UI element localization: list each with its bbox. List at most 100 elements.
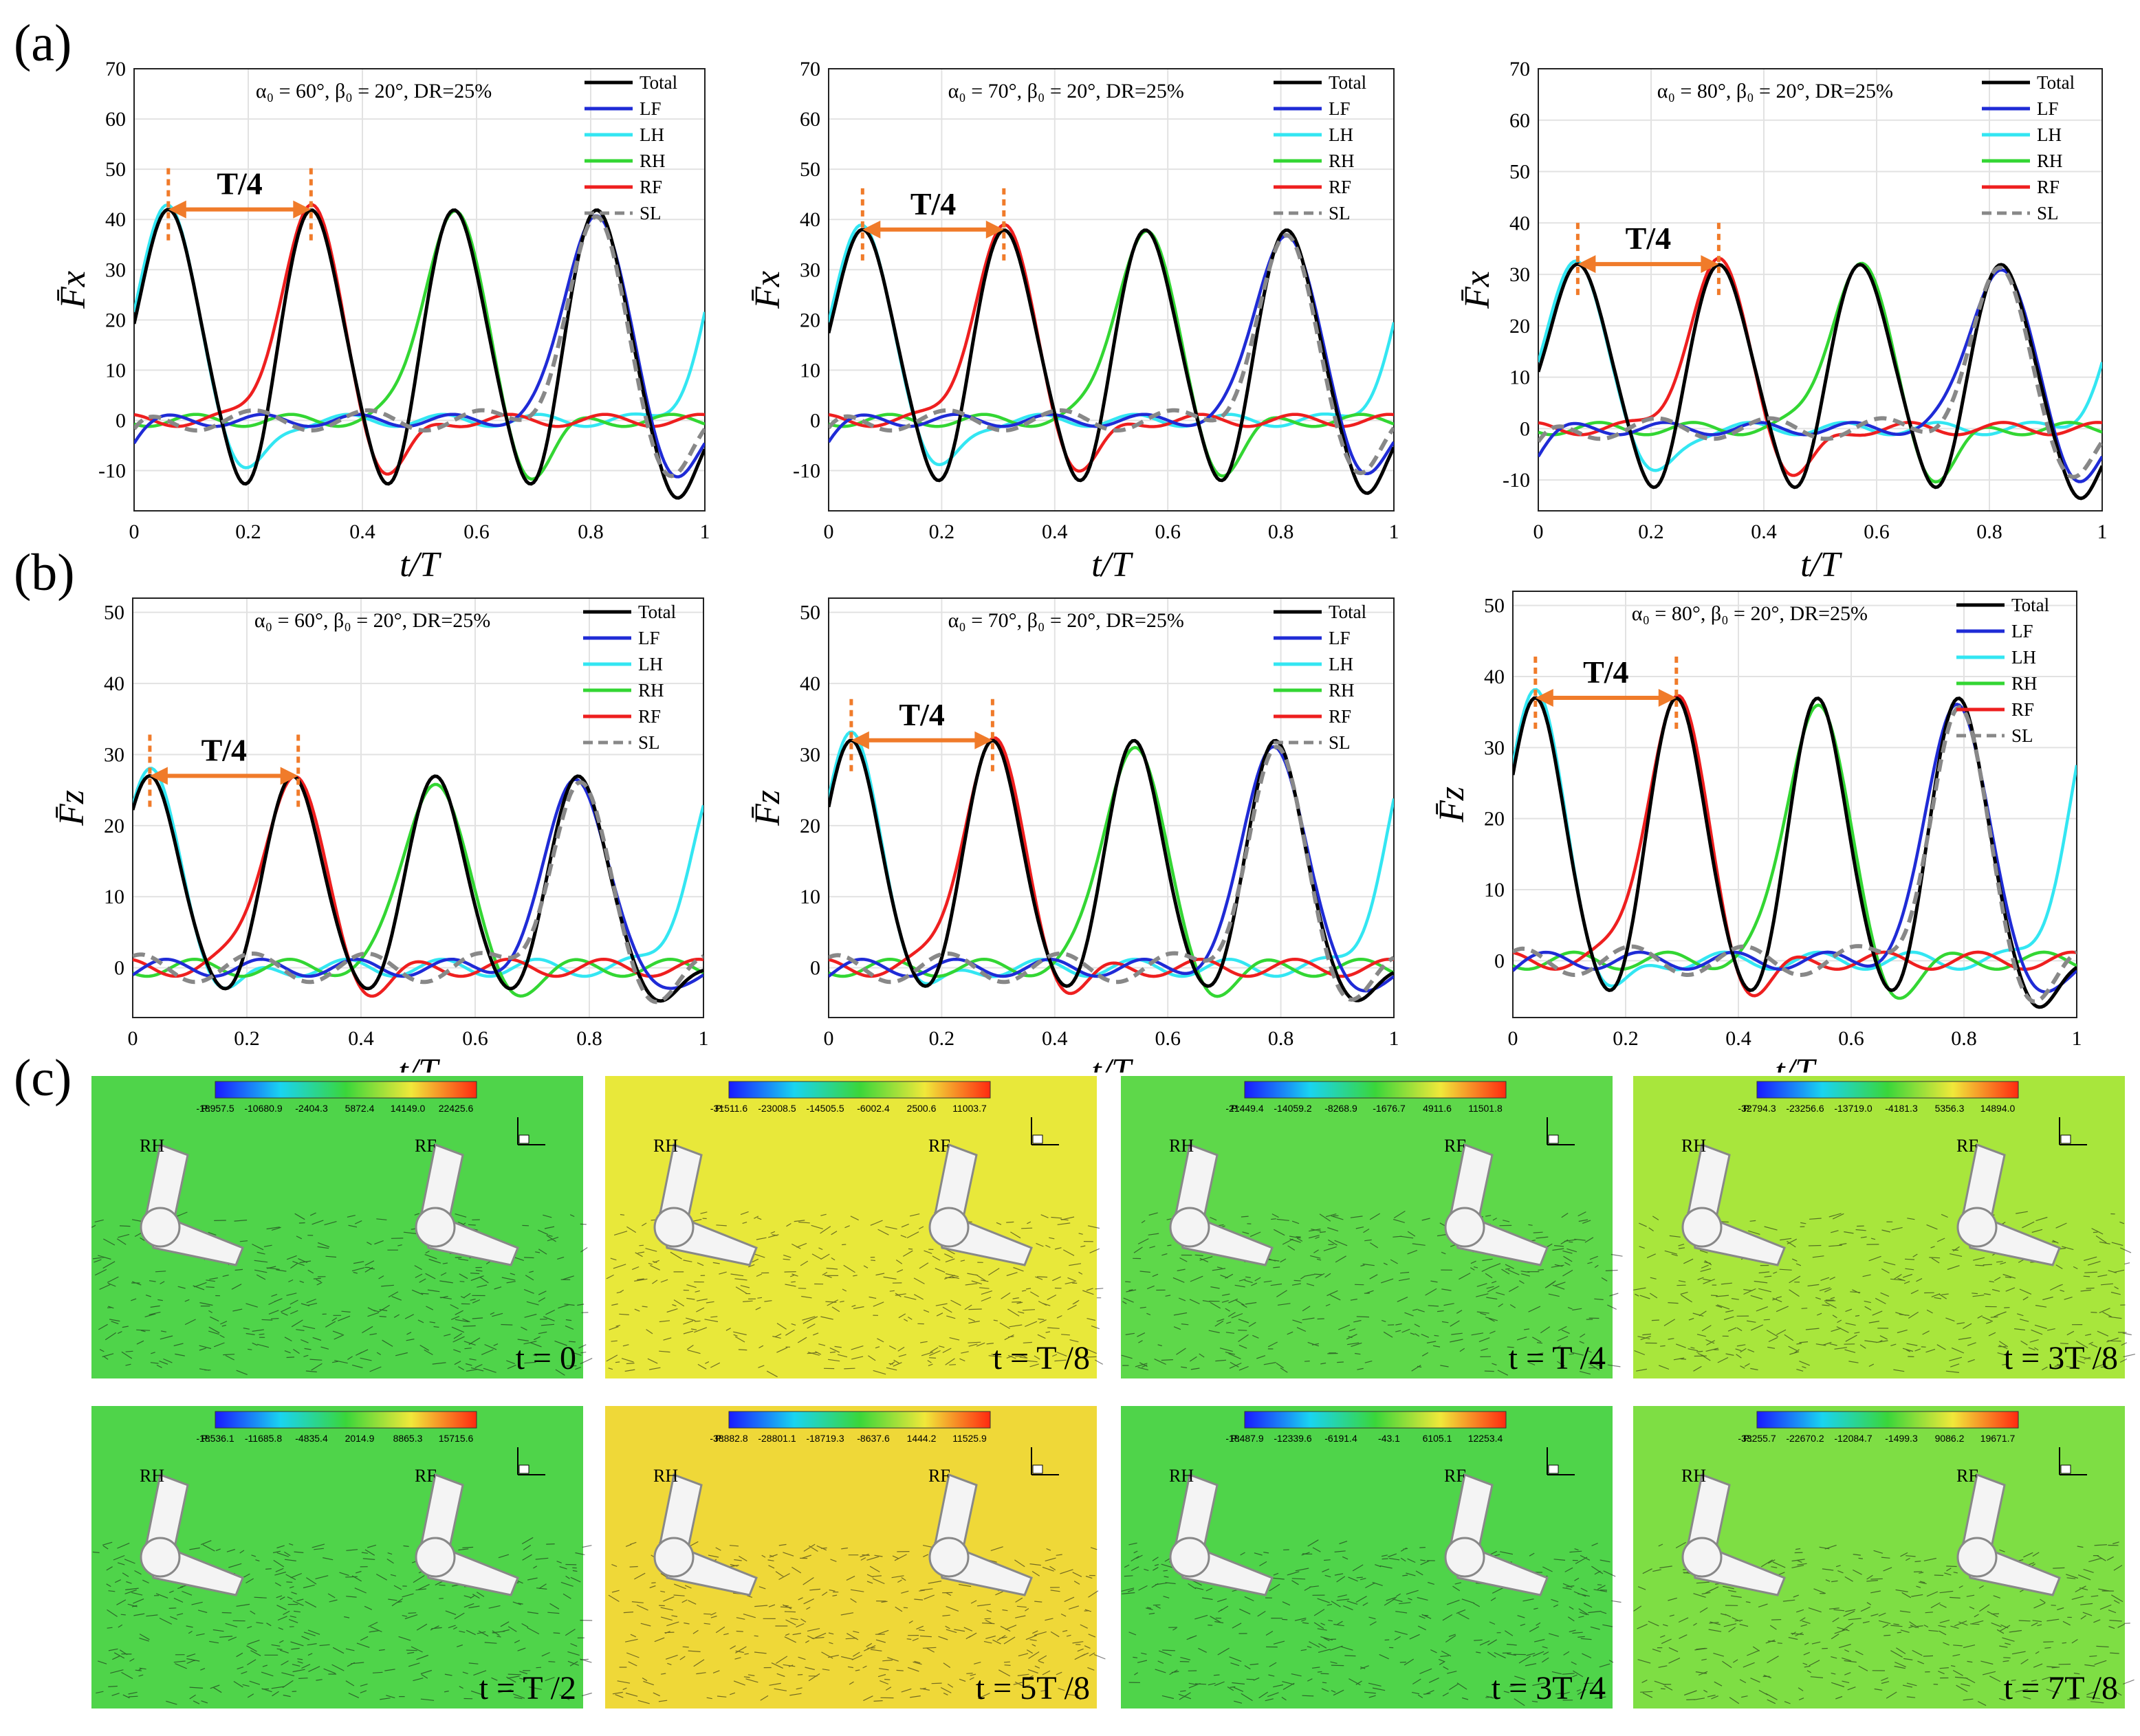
colorbar-tick: -22670.2 (1786, 1433, 1824, 1444)
colorbar-tick: -12339.6 (1274, 1433, 1311, 1444)
legend-label-rh: RH (638, 680, 664, 701)
y-tick-label: 20 (1484, 808, 1505, 831)
leg-joint (1169, 1207, 1210, 1248)
y-axis-label: F̄x (54, 271, 93, 309)
y-axis-label: F̄z (748, 790, 787, 826)
y-tick-label: 0 (810, 409, 820, 432)
colorbar-tick: 11525.9 (952, 1433, 987, 1444)
x-tick-label: 0.2 (234, 1027, 260, 1050)
x-tick-label: 1 (699, 1027, 709, 1050)
y-axis-label: F̄z (52, 790, 91, 826)
colorbar-tick: -14059.2 (1274, 1103, 1311, 1114)
leg-joint (653, 1537, 695, 1578)
x-tick-label: 1 (2072, 1027, 2082, 1050)
colorbar-tick: -33255.7 (1738, 1433, 1776, 1444)
snapshot-time-label: t = 5T /8 (976, 1670, 1090, 1706)
x-tick-label: 0 (824, 1027, 834, 1050)
rh-label: RH (1681, 1466, 1706, 1486)
series-line-total (133, 773, 703, 1003)
y-tick-label: 10 (1509, 366, 1530, 389)
colorbar-tick: -1499.3 (1885, 1433, 1918, 1444)
axis-glyph-box (2060, 1464, 2071, 1474)
snapshots-svg: -18957.5 -10680.9 -2404.3 5872.4 14149.0 2242… (91, 1076, 2136, 1708)
t4-arrow-head-left (851, 731, 869, 749)
series-line-sl (134, 215, 705, 479)
colorbar-tick: -18957.5 (196, 1103, 234, 1114)
x-tick-label: 0.6 (463, 520, 490, 543)
leg-joint (1956, 1207, 1998, 1248)
snapshot-time-label: t = 7T /8 (2004, 1670, 2118, 1706)
y-tick-label: 0 (810, 957, 820, 980)
t4-label: T/4 (201, 732, 247, 767)
x-tick-label: 0.4 (1042, 520, 1068, 543)
leg-rf (928, 1473, 1033, 1596)
t4-arrow-head-left (149, 767, 168, 785)
series-line-total (1513, 696, 2077, 1009)
axis-glyph-box (1032, 1134, 1043, 1144)
leg-joint (1169, 1537, 1210, 1578)
y-tick-label: 30 (105, 259, 126, 281)
x-tick-label: 0 (824, 520, 834, 543)
rf-label: RF (415, 1136, 437, 1156)
colorbar-tick: -21449.4 (1225, 1103, 1263, 1114)
legend-label-lf: LF (2011, 621, 2033, 641)
leg-rf (1956, 1143, 2061, 1266)
plot-frame (828, 597, 1395, 1018)
legend-label-total: Total (2037, 72, 2075, 93)
legend-label-total: Total (2011, 595, 2049, 615)
t4-arrow-head-right (1701, 255, 1719, 274)
leg-joint (415, 1537, 456, 1578)
x-tick-label: 0.2 (929, 520, 955, 543)
colorbar-tick: 2014.9 (345, 1433, 375, 1444)
colorbar-tick: -23256.6 (1786, 1103, 1824, 1114)
t4-arrow-head-right (280, 767, 298, 785)
rh-label: RH (1681, 1136, 1706, 1156)
y-tick-label: 0 (1520, 417, 1530, 440)
leg-joint (1956, 1537, 1998, 1578)
colorbar-tick: -10680.9 (244, 1103, 282, 1114)
rh-label: RH (140, 1136, 164, 1156)
leg-rh (140, 1143, 244, 1266)
colorbar-tick: -23008.5 (758, 1103, 796, 1114)
colorbar-prefix: P: (1743, 1433, 1752, 1444)
y-tick-label: 10 (105, 359, 126, 382)
y-tick-label: 20 (1509, 315, 1530, 338)
colorbar-prefix: P: (1231, 1103, 1240, 1114)
t4-label: T/4 (910, 186, 956, 221)
legend-label-lf: LF (1329, 628, 1351, 648)
x-tick-label: 0.4 (349, 520, 375, 543)
plot-area (1513, 591, 2077, 1018)
colorbar-tick: -13719.0 (1834, 1103, 1872, 1114)
x-tick-label: 1 (1389, 520, 1399, 543)
colorbar-tick: -43.1 (1378, 1433, 1400, 1444)
chart-a3: 0 0.2 0.4 0.6 0.8 1 -10 0 10 20 30 40 50 60 70 t/T F̄x α₀… (1458, 58, 2108, 584)
legend-label-lh: LH (1329, 124, 1353, 145)
x-tick-label: 0.8 (1268, 1027, 1294, 1050)
x-tick-label: 1 (700, 520, 710, 543)
leg-rf (1444, 1143, 1549, 1266)
y-tick-label: -10 (793, 460, 820, 483)
leg-joint (928, 1537, 970, 1578)
colorbar-prefix: P: (1743, 1103, 1752, 1114)
snapshot-2: -21449.4 -14059.2 -8268.9 -1676.7 4911.6 1150… (1121, 1076, 1623, 1378)
y-tick-label: 10 (104, 886, 124, 908)
legend-label-sl: SL (1329, 203, 1351, 223)
series-line-sl (133, 780, 703, 1004)
rf-label: RF (1956, 1136, 1978, 1156)
colorbar-tick: -18487.9 (1225, 1433, 1263, 1444)
colorbar (215, 1411, 477, 1429)
legend-label-rh: RH (1329, 680, 1355, 701)
panel-label-b: (b) (14, 544, 75, 602)
rf-label: RF (1444, 1136, 1466, 1156)
axis-glyph-box (518, 1464, 529, 1474)
y-tick-label: 50 (800, 602, 820, 624)
axis-glyph-box (518, 1134, 529, 1144)
y-tick-label: 60 (105, 108, 126, 131)
colorbar-tick: 19671.7 (1980, 1433, 2016, 1444)
panel-label-a: (a) (14, 14, 72, 72)
x-tick-label: 0.6 (1155, 520, 1181, 543)
chart-a2: 0 0.2 0.4 0.6 0.8 1 -10 0 10 20 30 40 50 60 70 t/T F̄x α₀… (748, 58, 1399, 584)
velocity-vectors (608, 1541, 1106, 1704)
snapshot-time-label: t = 0 (516, 1340, 576, 1376)
